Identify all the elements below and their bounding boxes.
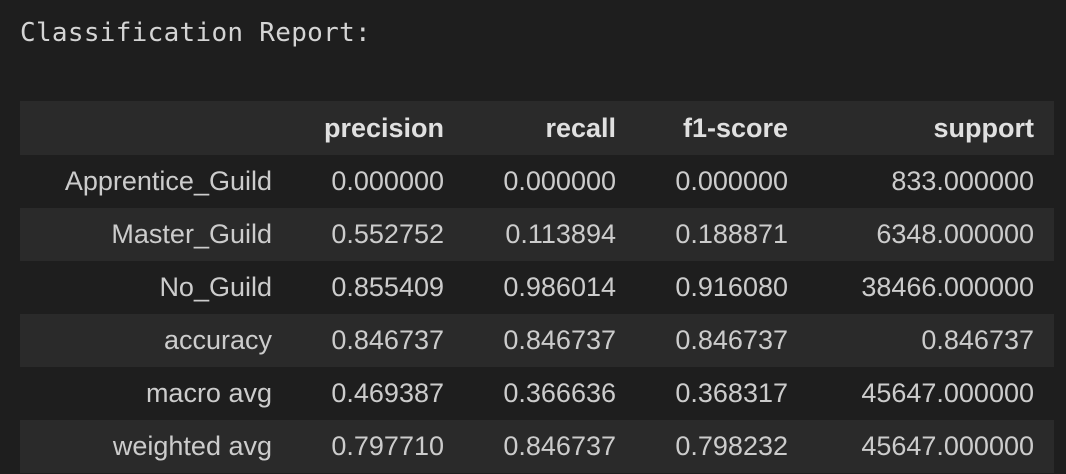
recall-cell: 0.986014 bbox=[464, 261, 636, 314]
table-row: macro avg 0.469387 0.366636 0.368317 456… bbox=[20, 367, 1054, 420]
precision-cell: 0.469387 bbox=[292, 367, 464, 420]
recall-cell: 0.113894 bbox=[464, 208, 636, 261]
f1-score-cell: 0.188871 bbox=[636, 208, 808, 261]
recall-cell: 0.846737 bbox=[464, 314, 636, 367]
precision-cell: 0.000000 bbox=[292, 155, 464, 208]
header-cell-precision: precision bbox=[292, 101, 464, 155]
table-row: accuracy 0.846737 0.846737 0.846737 0.84… bbox=[20, 314, 1054, 367]
header-cell-index bbox=[20, 101, 292, 155]
classification-report-table: precision recall f1-score support Appren… bbox=[20, 101, 1054, 473]
report-heading: Classification Report: bbox=[20, 18, 371, 48]
row-label: weighted avg bbox=[20, 420, 292, 473]
precision-cell: 0.855409 bbox=[292, 261, 464, 314]
precision-cell: 0.846737 bbox=[292, 314, 464, 367]
row-label: accuracy bbox=[20, 314, 292, 367]
table-row: No_Guild 0.855409 0.986014 0.916080 3846… bbox=[20, 261, 1054, 314]
row-label: Apprentice_Guild bbox=[20, 155, 292, 208]
precision-cell: 0.552752 bbox=[292, 208, 464, 261]
f1-score-cell: 0.846737 bbox=[636, 314, 808, 367]
row-label: No_Guild bbox=[20, 261, 292, 314]
support-cell: 45647.000000 bbox=[808, 367, 1054, 420]
table-body: Apprentice_Guild 0.000000 0.000000 0.000… bbox=[20, 155, 1054, 473]
header-row: precision recall f1-score support bbox=[20, 101, 1054, 155]
recall-cell: 0.000000 bbox=[464, 155, 636, 208]
f1-score-cell: 0.368317 bbox=[636, 367, 808, 420]
f1-score-cell: 0.916080 bbox=[636, 261, 808, 314]
recall-cell: 0.366636 bbox=[464, 367, 636, 420]
f1-score-cell: 0.000000 bbox=[636, 155, 808, 208]
table-row: Apprentice_Guild 0.000000 0.000000 0.000… bbox=[20, 155, 1054, 208]
header-cell-f1-score: f1-score bbox=[636, 101, 808, 155]
row-label: macro avg bbox=[20, 367, 292, 420]
table-row: weighted avg 0.797710 0.846737 0.798232 … bbox=[20, 420, 1054, 473]
f1-score-cell: 0.798232 bbox=[636, 420, 808, 473]
header-cell-recall: recall bbox=[464, 101, 636, 155]
support-cell: 0.846737 bbox=[808, 314, 1054, 367]
support-cell: 45647.000000 bbox=[808, 420, 1054, 473]
support-cell: 833.000000 bbox=[808, 155, 1054, 208]
precision-cell: 0.797710 bbox=[292, 420, 464, 473]
header-cell-support: support bbox=[808, 101, 1054, 155]
table-row: Master_Guild 0.552752 0.113894 0.188871 … bbox=[20, 208, 1054, 261]
recall-cell: 0.846737 bbox=[464, 420, 636, 473]
table-header: precision recall f1-score support bbox=[20, 101, 1054, 155]
row-label: Master_Guild bbox=[20, 208, 292, 261]
support-cell: 38466.000000 bbox=[808, 261, 1054, 314]
support-cell: 6348.000000 bbox=[808, 208, 1054, 261]
